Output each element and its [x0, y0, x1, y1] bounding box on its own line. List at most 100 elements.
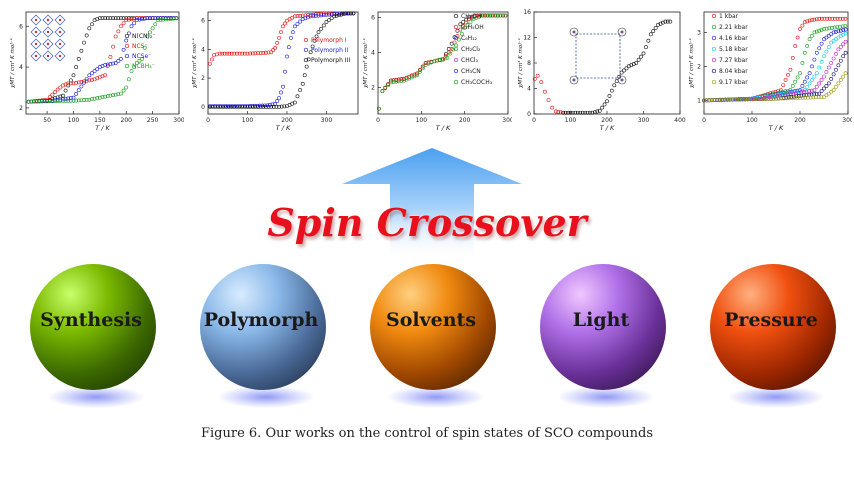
spin-crossover-title: Spin Crossover: [267, 200, 587, 245]
data-point: [292, 100, 297, 105]
data-point: [843, 50, 848, 55]
data-point: [437, 57, 442, 62]
data-point: [306, 57, 311, 62]
data-point: [319, 26, 324, 31]
sphere-ball: [30, 264, 156, 390]
data-point: [745, 97, 750, 102]
data-point: [812, 57, 817, 62]
data-point: [817, 46, 822, 51]
x-tick-label: 250: [147, 117, 159, 124]
data-point: [29, 99, 34, 104]
data-point: [394, 79, 399, 84]
data-point: [629, 63, 634, 68]
legend-label: 1 kbar: [719, 13, 739, 20]
data-point: [105, 94, 110, 99]
data-point: [329, 16, 334, 21]
x-tick-label: 300: [321, 117, 333, 124]
data-point: [539, 80, 544, 85]
legend-marker: [711, 57, 717, 63]
legend-marker: [711, 35, 717, 41]
data-point: [556, 109, 561, 114]
sphere-label: Light: [572, 309, 630, 331]
chart-polymorph-svg: 0 100 200 300 0 2 4 6 T / K χMT / cm³ K mol⁻¹ Poly…: [191, 11, 359, 132]
data-point: [145, 16, 150, 21]
y-axis-label: χMT / cm³ K mol⁻¹: [688, 38, 695, 89]
data-point: [319, 13, 324, 18]
chart-pressure-svg: 0 100 200 300 1 2 3 T / K χMT / cm³ K mol⁻¹ 1 kba…: [688, 11, 852, 132]
data-point: [116, 16, 121, 21]
x-tick-label: 0: [206, 117, 210, 124]
data-point: [153, 16, 158, 21]
data-point: [132, 21, 137, 26]
data-point: [834, 84, 838, 89]
x-tick-label: 200: [121, 117, 133, 124]
data-point: [750, 97, 755, 102]
data-point: [82, 79, 86, 84]
data-point: [312, 38, 317, 43]
x-tick-label: 300: [842, 117, 852, 124]
data-point: [627, 64, 631, 69]
data-point: [76, 88, 81, 93]
data-point: [595, 109, 600, 114]
data-point: [242, 104, 247, 109]
data-point: [282, 104, 287, 109]
data-point: [220, 104, 225, 108]
legend-label: 7.27 kbar: [719, 57, 748, 64]
data-point: [838, 44, 843, 49]
x-tick-label: 200: [459, 117, 471, 124]
data-point: [321, 13, 326, 18]
data-point: [79, 84, 84, 89]
data-point: [805, 19, 810, 24]
data-point: [588, 110, 592, 115]
data-point: [836, 47, 841, 52]
data-point: [300, 81, 305, 86]
data-point: [113, 92, 118, 97]
data-point: [210, 57, 214, 62]
legend-marker: [124, 33, 130, 39]
legend-label: Polymorph II: [311, 47, 349, 54]
x-tick-label: 100: [242, 117, 254, 124]
data-point: [727, 97, 732, 102]
data-point: [240, 104, 245, 109]
sphere-shadow: [558, 386, 654, 408]
data-point: [808, 95, 813, 100]
data-point: [798, 95, 802, 100]
data-point: [546, 98, 551, 102]
y-axis-label: χMT / cm³ K mol⁻¹: [362, 38, 369, 89]
data-point: [248, 51, 253, 56]
data-point: [665, 19, 670, 24]
data-point: [843, 16, 848, 21]
sphere-label: Pressure: [724, 309, 818, 331]
data-point: [129, 17, 134, 22]
data-point: [829, 76, 834, 81]
legend-label: 5.18 kbar: [719, 46, 748, 53]
data-point: [814, 92, 819, 96]
data-point: [498, 13, 503, 18]
data-point: [795, 35, 800, 40]
legend-marker: [124, 63, 130, 69]
data-point: [766, 96, 771, 101]
data-point: [53, 99, 57, 104]
data-point: [84, 78, 89, 83]
data-point: [840, 16, 845, 21]
data-point: [327, 18, 331, 23]
legend-label: C₆H₁₂: [461, 35, 478, 42]
data-point: [68, 81, 73, 86]
x-tick-label: 100: [68, 117, 80, 124]
data-point: [432, 59, 437, 64]
data-point: [817, 28, 822, 33]
data-point: [814, 50, 819, 55]
y-axis-label: χMT / cm³ K mol⁻¹: [9, 38, 16, 89]
x-tick-label: 50: [43, 117, 51, 124]
data-point: [458, 27, 463, 32]
x-tick-label: 0: [532, 117, 536, 124]
sphere-synthesis: Synthesis: [26, 262, 166, 412]
chart-panel-solvents: 0 100 200 300 2 4 6 T / K χMT / cm³ K mol⁻¹ CH₃OH…: [362, 4, 512, 136]
data-point: [712, 98, 717, 103]
data-point: [824, 49, 829, 54]
data-point: [415, 71, 419, 76]
data-point: [554, 109, 558, 114]
data-point: [826, 45, 831, 50]
data-point: [826, 65, 831, 70]
legend-marker: [711, 68, 717, 74]
